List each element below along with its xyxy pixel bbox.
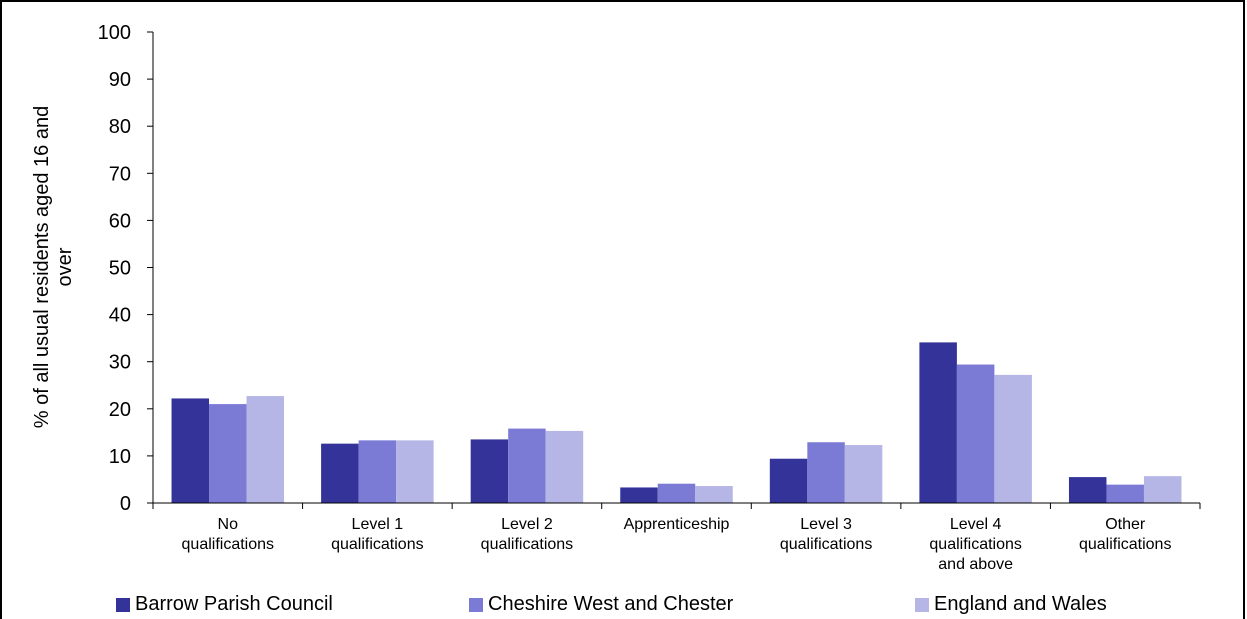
x-tick-label: Level 2 qualifications: [481, 516, 574, 553]
bar: [807, 442, 845, 503]
legend-item: England and Wales: [915, 590, 1107, 619]
bar: [657, 483, 696, 503]
bar: [171, 398, 210, 503]
bar: [1143, 476, 1182, 503]
y-tick-label: 20: [109, 399, 131, 421]
legend-swatch: [469, 597, 483, 612]
bar: [695, 486, 733, 503]
bar: [919, 342, 957, 503]
bar: [994, 374, 1032, 503]
y-axis: 0 10 20 30 40 50 60 70 80 90 100: [98, 22, 153, 515]
legend: Barrow Parish Council Cheshire West and C…: [0, 590, 1247, 619]
x-tick-label: Level 1 qualifications: [331, 516, 424, 553]
y-tick-label: 90: [109, 69, 131, 91]
bar: [1068, 477, 1107, 503]
bar: [620, 487, 658, 503]
bar: [956, 364, 995, 503]
legend-label: England and Wales: [934, 593, 1107, 615]
legend-swatch: [915, 597, 929, 612]
legend-swatch: [116, 597, 130, 612]
legend-item: Barrow Parish Council: [116, 590, 333, 619]
legend-label: Cheshire West and Chester: [488, 593, 734, 615]
y-tick-label: 10: [109, 446, 131, 468]
bar: [209, 404, 247, 503]
x-tick-label: No qualifications: [182, 516, 275, 553]
y-tick-label: 0: [120, 493, 131, 515]
bar: [1106, 484, 1144, 503]
bars: [171, 342, 1182, 503]
x-axis: No qualifications Level 1 qualifications Lev…: [182, 516, 1172, 573]
x-tick-label: Level 4 qualifications and above: [929, 516, 1022, 573]
y-tick-label: 70: [109, 163, 131, 185]
y-axis-label: % of all usual residents aged 16 andover: [31, 106, 76, 428]
axes: [152, 32, 1201, 509]
bar: [246, 396, 285, 503]
y-tick-label: 80: [109, 116, 131, 138]
y-tick-label: 50: [109, 258, 131, 280]
x-tick-label: Other qualifications: [1079, 516, 1172, 553]
bar: [396, 440, 434, 503]
y-tick-label: 60: [109, 210, 131, 232]
bar: [769, 458, 808, 503]
legend-label: Barrow Parish Council: [135, 593, 333, 615]
bar: [844, 445, 883, 503]
bar: [470, 439, 509, 503]
y-tick-label: 100: [98, 22, 131, 44]
bar: [545, 430, 584, 503]
y-tick-label: 40: [109, 305, 131, 327]
bar: [508, 428, 546, 503]
bar-chart: % of all usual residents aged 16 andover…: [31, 22, 1201, 573]
bar: [321, 443, 359, 503]
x-tick-label: Apprenticeship: [624, 516, 730, 533]
legend-item: Cheshire West and Chester: [469, 590, 733, 619]
y-axis-title: % of all usual residents aged 16 andover: [31, 106, 76, 428]
bar: [358, 440, 397, 503]
x-tick-label: Level 3 qualifications: [780, 516, 873, 553]
y-tick-label: 30: [109, 352, 131, 374]
